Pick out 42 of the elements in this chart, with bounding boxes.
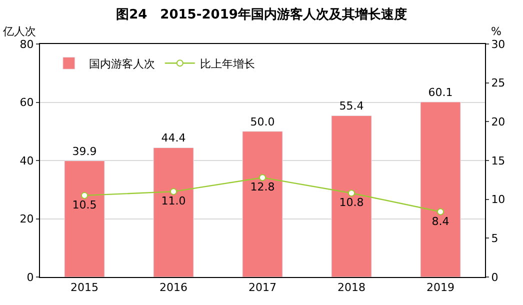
data-label: 39.9 bbox=[72, 144, 97, 158]
data-label: 12.8 bbox=[250, 180, 275, 194]
y2-tick-label: 30 bbox=[491, 38, 506, 51]
y2-tick-label: 5 bbox=[491, 232, 498, 246]
x-tick-label: 2019 bbox=[426, 281, 454, 294]
x-tick-label: 2018 bbox=[338, 281, 366, 294]
data-label: 11.0 bbox=[161, 194, 186, 208]
y-axis-title: 亿人次 bbox=[2, 25, 36, 38]
y-tick-label: 80 bbox=[20, 38, 34, 51]
y2-axis-title: % bbox=[491, 25, 502, 38]
y2-tick-label: 15 bbox=[491, 154, 506, 168]
data-label: 10.5 bbox=[72, 198, 97, 212]
data-label: 60.1 bbox=[428, 86, 453, 99]
y-tick-label: 40 bbox=[20, 154, 34, 168]
y2-tick-label: 25 bbox=[491, 76, 506, 90]
legend-label: 国内游客人次 bbox=[88, 57, 155, 70]
legend-label: 比上年增长 bbox=[200, 57, 255, 70]
y-tick-label: 20 bbox=[20, 212, 34, 226]
x-tick-label: 2016 bbox=[160, 281, 188, 294]
point bbox=[170, 188, 177, 196]
y2-tick-label: 20 bbox=[491, 116, 506, 129]
chart-title: 图24 2015-2019年国内游客人次及其增长速度 bbox=[116, 6, 407, 22]
bar bbox=[242, 131, 283, 277]
point bbox=[259, 174, 266, 182]
y-tick-label: 60 bbox=[20, 96, 34, 110]
bar bbox=[420, 102, 461, 277]
x-tick-label: 2017 bbox=[248, 281, 276, 294]
y2-tick-label: 10 bbox=[491, 193, 506, 206]
x-tick-label: 2015 bbox=[70, 281, 98, 294]
point bbox=[81, 192, 88, 199]
data-label: 55.4 bbox=[339, 100, 364, 113]
y-tick-label: 0 bbox=[26, 270, 34, 284]
data-label: 44.4 bbox=[161, 132, 186, 145]
y2-tick-label: 0 bbox=[491, 270, 498, 284]
bar bbox=[153, 147, 194, 277]
point bbox=[348, 190, 355, 197]
point bbox=[437, 208, 444, 216]
data-label: 50.0 bbox=[250, 115, 275, 128]
bar bbox=[64, 160, 105, 277]
data-label: 10.8 bbox=[339, 196, 364, 210]
bar bbox=[331, 115, 372, 277]
data-label: 8.4 bbox=[432, 214, 450, 228]
